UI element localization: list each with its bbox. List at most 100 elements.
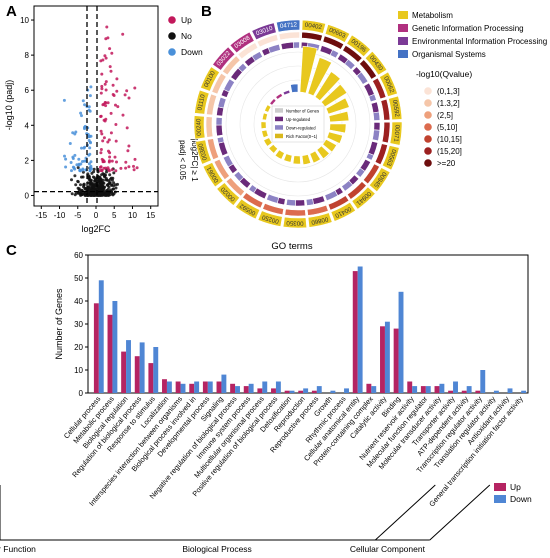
volcano-point [70,192,74,196]
volcano-point [112,94,116,97]
go-bar-up [475,390,481,393]
circos-pathway-segment [276,19,301,33]
volcano-point [77,157,81,161]
go-bar-down [384,321,390,393]
go-bar-down [194,381,200,393]
circos-inner-legend-label: Down-regulated [286,125,316,130]
circos-rich-factor-bar [314,71,341,102]
go-bar-up [420,386,426,393]
go-bar-down [166,381,172,393]
volcano-xtick-label: 0 [94,211,99,220]
circos-pathway-segment [389,121,403,146]
volcano-point [110,51,114,55]
circos-down-segment [372,111,381,121]
circos-qvalue-segment [237,42,259,60]
circos-rich-factor-bar [322,138,337,153]
volcano-plot-area [33,5,159,207]
circos-pathway-segment [194,89,210,115]
volcano-xtick-label: -5 [74,211,82,220]
volcano-point [89,85,93,89]
circos-qvalue-segment [284,208,307,217]
volcano-point [89,186,93,190]
volcano-point [62,98,66,102]
go-bar-down [248,383,254,393]
go-bar-up [407,381,413,393]
go-bar-down [493,390,499,393]
go-bar-down [453,381,458,393]
volcano-point [104,173,107,177]
go-bar-up [162,379,167,393]
circos-qvalue-segment [381,121,391,144]
circos-pathway-id: 00402 [304,22,323,32]
volcano-point [77,187,81,191]
volcano-point [104,88,108,92]
go-ytick-label: 0 [79,389,84,398]
volcano-point [101,58,105,62]
circos-rich-factor-bar [274,149,285,160]
circos-qvalue-segment [322,35,345,50]
volcano-point [83,103,87,107]
go-y-axis: 0 10 20 30 40 50 60 [74,251,88,398]
volcano-point [91,181,94,185]
go-bar-down [398,291,404,393]
circos-qvalue-segment [225,177,245,197]
circos-rich-factor-bar [269,98,277,106]
circos-pathway-segment [216,182,241,206]
volcano-xtick-label: -15 [36,211,48,220]
legend-up-label: Up [181,15,192,25]
volcano-xlabel: log2FC [81,224,111,234]
go-bar-down [126,340,131,393]
volcano-point [114,123,118,126]
circos-pathway-segment [200,66,220,92]
go-bar-down [303,388,309,393]
go-bar-down [357,266,363,393]
circos-up-segment [370,101,380,114]
circos-down-segment [293,41,300,49]
go-group-label: Biological Process [182,544,251,554]
legend-no-label: No [181,31,192,41]
volcano-point [78,169,82,173]
circos-pathway-segment [381,145,400,171]
circos-pathway-segment [212,46,236,71]
volcano-point [63,154,66,158]
volcano-point [92,167,96,171]
circos-qvalue-segment [205,116,214,138]
circos-rich-factor-bar [301,154,312,166]
go-bar-down [275,381,281,393]
volcano-point [89,192,93,196]
qvalue-label-2: (1.3,2] [437,99,460,108]
circos-qvalue-segment [327,195,350,211]
volcano-point [104,104,108,108]
go-ytick-label: 20 [74,343,83,352]
circos-rich-factor-bar [275,92,283,100]
volcano-point [125,126,129,130]
volcano-point [106,101,110,105]
volcano-point [104,177,108,180]
volcano-ytick-label: 10 [20,16,29,25]
circos-qvalue-segment [306,204,329,216]
circos-down-segment [324,190,339,202]
circos-qvalue-segment [380,98,391,121]
go-legend-down-swatch [494,495,506,503]
go-group-label: Molecular Function [0,544,36,554]
volcano-point [114,103,117,107]
go-bar-down [289,390,295,393]
circos-pathway-segment [307,212,333,228]
circos-down-segment [215,117,223,126]
volcano-point [107,169,111,173]
qvalue-label-4: (5,10] [437,123,457,132]
circos-pathway-segment [346,34,371,58]
volcano-point [114,186,118,190]
circos-up-segment [373,121,381,131]
volcano-ytick-label: 2 [25,156,30,165]
circos-pathway-segment [251,22,277,41]
circos-pathway-id: 00350 [286,219,304,227]
qvalue-swatch-6 [424,147,432,155]
go-bar-down [466,386,472,393]
go-bar-down [480,370,486,393]
volcano-point [81,170,85,174]
volcano-point [111,187,115,191]
go-bar-down [439,383,445,393]
volcano-point [112,181,116,185]
circos-pathway-segment [324,24,351,43]
